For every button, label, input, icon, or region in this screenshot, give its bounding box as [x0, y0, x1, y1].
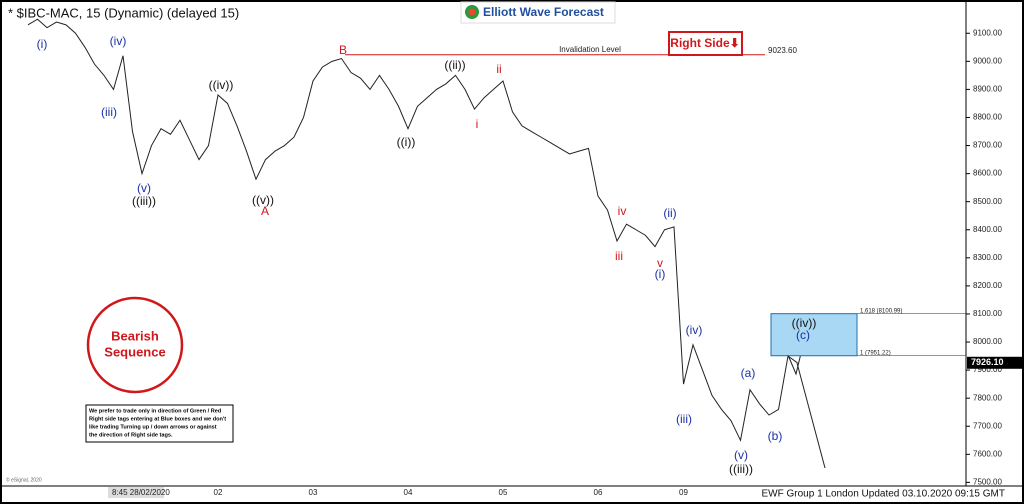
fib-box: [770, 313, 858, 357]
wave-label: (v): [137, 181, 151, 195]
logo-box: [460, 1, 616, 24]
wave-label: ((v)): [252, 193, 274, 207]
wave-label: (i): [37, 37, 48, 51]
y-tick-label: 8700.00: [973, 141, 1002, 150]
wave-label: ((iii)): [729, 462, 753, 476]
wave-label: (iii): [676, 412, 692, 426]
y-tick-label: 7500.00: [973, 477, 1002, 486]
y-tick-label: 7700.00: [973, 421, 1002, 430]
chart-title: * $IBC-MAC, 15 (Dynamic) (delayed 15): [8, 5, 239, 20]
y-tick-label: 7900.00: [973, 365, 1002, 374]
wave-label: ((i)): [397, 135, 416, 149]
wave-label: v: [657, 256, 663, 270]
disclaimer-line: Right side tags entering at Blue boxes a…: [89, 416, 226, 422]
disclaimer-box: [85, 404, 234, 443]
fib-label: 1 (7951.22): [860, 350, 891, 356]
right-side-tag: Right Side⬇: [668, 31, 743, 56]
wave-label: B: [339, 43, 347, 57]
wave-label: i: [476, 117, 479, 131]
wave-label: ((iii)): [132, 194, 156, 208]
fib-label: 1.618 (8100.99): [860, 308, 902, 314]
wave-label: (i): [655, 267, 666, 281]
wave-label: ((iv)): [209, 78, 234, 92]
last-price-box: [967, 356, 1022, 369]
wave-label: (iv): [686, 323, 703, 337]
wave-label: (v): [734, 448, 748, 462]
wave-label: iii: [615, 249, 623, 263]
bearish-text: Sequence: [104, 344, 165, 359]
projection-line: [796, 362, 826, 469]
disclaimer: We prefer to trade only in direction of …: [85, 404, 234, 443]
wave-label: ii: [496, 62, 501, 76]
y-tick-label: 8600.00: [973, 169, 1002, 178]
y-tick-label: 8900.00: [973, 85, 1002, 94]
y-tick-label: 9100.00: [973, 28, 1002, 37]
y-tick-label: 8800.00: [973, 113, 1002, 122]
y-tick-label: 7800.00: [973, 393, 1002, 402]
logo: Elliott Wave Forecast: [460, 1, 616, 24]
invalidation-value: 9023.60: [768, 46, 797, 55]
wave-label: iv: [618, 204, 627, 218]
y-tick-label: 8000.00: [973, 337, 1002, 346]
disclaimer-line: the direction of Right side tags.: [89, 432, 173, 438]
invalidation-text: Invalidation Level: [559, 45, 621, 54]
wave-label: (ii): [663, 206, 676, 220]
y-tick-label: 8500.00: [973, 197, 1002, 206]
cursor-time-box: [108, 487, 164, 498]
right-side-text: Right Side⬇: [670, 36, 739, 50]
cursor-time: 8:45 28/02/2020: [112, 488, 170, 497]
bearish-circle: [86, 296, 184, 394]
y-tick-label: 8100.00: [973, 309, 1002, 318]
x-tick-label: 09: [679, 488, 688, 497]
y-tick-label: 7600.00: [973, 449, 1002, 458]
copyright: © eSignal, 2020: [6, 476, 42, 483]
y-tick-label: 8300.00: [973, 253, 1002, 262]
wave-label: A: [261, 204, 269, 218]
y-tick-label: 8200.00: [973, 281, 1002, 290]
x-tick-label: 03: [309, 488, 318, 497]
footer: EWF Group 1 London Updated 03.10.2020 09…: [762, 489, 1006, 500]
x-tick-label: 04: [404, 488, 413, 497]
logo-text: Elliott Wave Forecast: [483, 5, 604, 19]
wave-label: ((ii)): [444, 58, 465, 72]
y-tick-label: 9000.00: [973, 56, 1002, 65]
wave-label: ((iv)): [792, 316, 817, 330]
disclaimer-line: We prefer to trade only in direction of …: [89, 408, 222, 414]
disclaimer-line: like trading Turning up / down arrows or…: [89, 424, 217, 430]
bearish-badge: Bearish Sequence: [86, 296, 184, 394]
wave-label: (c): [796, 328, 810, 342]
price-line: [27, 18, 798, 442]
x-tick-label: 05: [499, 488, 508, 497]
wave-label: (iii): [101, 105, 117, 119]
y-tick-label: 8400.00: [973, 225, 1002, 234]
wave-label: (a): [741, 366, 756, 380]
last-price-label: 7926.10: [971, 357, 1004, 367]
x-tick-label: 02: [214, 488, 223, 497]
bearish-text: Bearish: [111, 328, 159, 343]
wave-label: (b): [768, 429, 783, 443]
logo-icon-center: [468, 8, 476, 16]
wave-label: (iv): [110, 34, 127, 48]
x-tick-label: 06: [594, 488, 603, 497]
